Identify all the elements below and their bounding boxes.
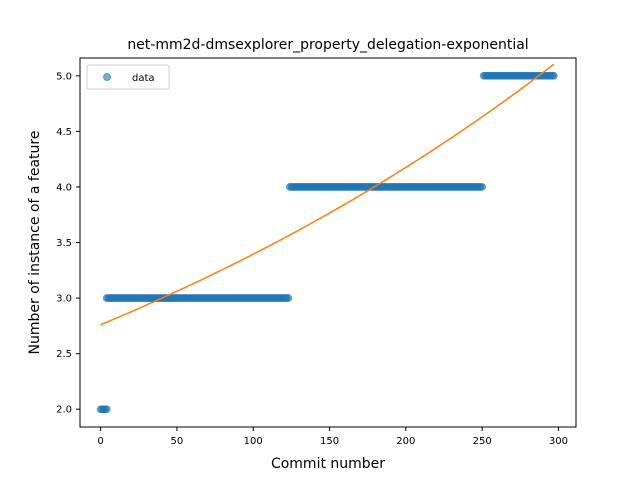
y-tick-label: 5.0: [56, 71, 72, 82]
x-axis-label: Commit number: [271, 456, 385, 472]
legend-box: [87, 65, 169, 89]
y-tick-label: 4.0: [56, 182, 72, 193]
chart-title: net-mm2d-dmsexplorer_property_delegation…: [127, 37, 528, 53]
x-tick-label: 250: [473, 436, 492, 447]
x-tick-label: 150: [320, 436, 339, 447]
data-point: [103, 406, 110, 413]
x-tick-label: 300: [549, 436, 568, 447]
x-tick-label: 50: [171, 436, 184, 447]
data-point: [285, 295, 292, 302]
x-tick-label: 0: [97, 436, 103, 447]
y-tick-label: 4.5: [56, 127, 72, 138]
x-tick-label: 100: [244, 436, 263, 447]
y-tick-label: 3.0: [56, 294, 72, 305]
y-tick-label: 2.0: [56, 405, 72, 416]
y-axis-label: Number of instance of a feature: [27, 131, 43, 355]
data-point: [550, 72, 557, 79]
legend-label-data: data: [132, 73, 155, 84]
legend-marker-data: [104, 74, 111, 81]
data-point: [479, 183, 486, 190]
x-tick-label: 200: [396, 436, 415, 447]
legend: data: [87, 65, 169, 89]
y-tick-label: 2.5: [56, 349, 72, 360]
y-tick-label: 3.5: [56, 238, 72, 249]
